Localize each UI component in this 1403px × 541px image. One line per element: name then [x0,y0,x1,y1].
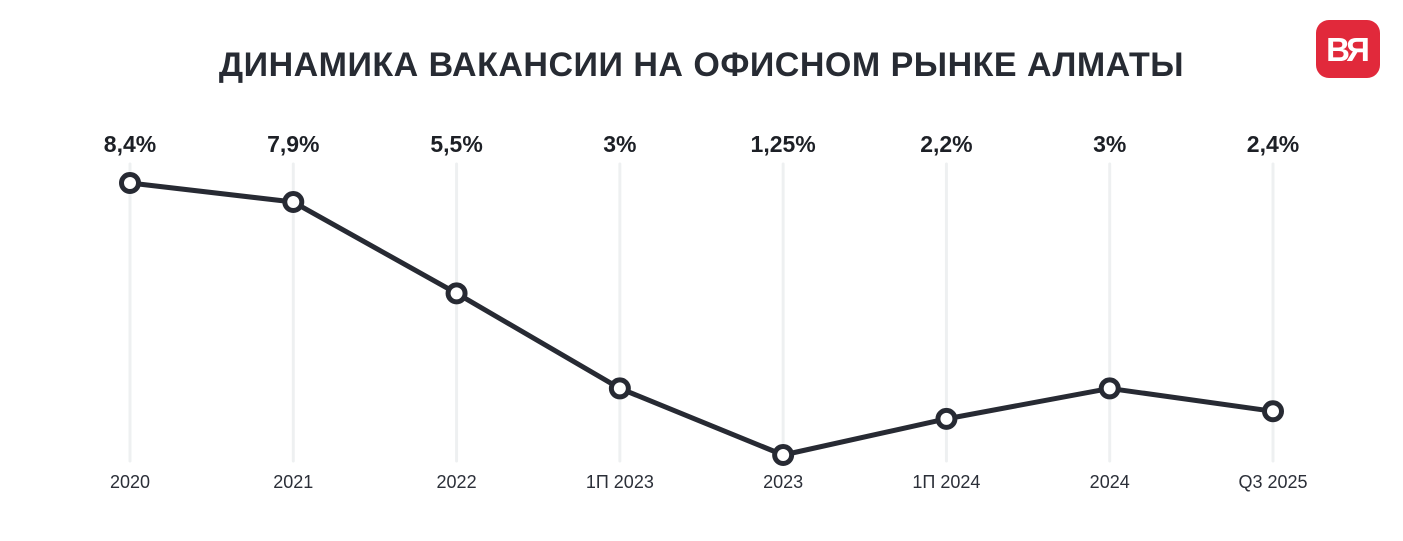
x-axis-label: 2022 [436,472,477,492]
brand-logo: B R [1316,20,1380,78]
data-point-marker [1098,377,1121,400]
x-axis-label: 2023 [763,472,804,492]
logo-letter-b: B [1326,30,1350,68]
value-label: 2,2% [920,131,973,157]
value-label: 2,4% [1246,131,1300,157]
data-point-marker [608,377,631,400]
x-axis-label: 2024 [1089,472,1130,492]
trend-line [127,180,1276,458]
chart-title: ДИНАМИКА ВАКАНСИИ НА ОФИСНОМ РЫНКЕ АЛМАТ… [218,46,1185,84]
x-axis-label: 2021 [273,472,314,492]
data-point-marker [935,407,958,430]
data-point-marker [445,282,468,305]
x-axis-label: 1П 2023 [585,472,654,492]
value-label: 8,4% [103,131,157,157]
value-label: 3% [1093,131,1127,157]
value-label: 1,25% [750,131,816,157]
value-label: 7,9% [267,131,320,157]
data-point-marker [772,444,795,466]
x-axis-label: 1П 2024 [912,472,981,492]
value-label: 3% [603,131,637,157]
data-point-marker [119,172,141,194]
value-label: 5,5% [430,131,483,157]
data-point-marker [1262,400,1284,423]
x-axis-label: 2020 [109,472,151,492]
data-point-marker [282,191,305,214]
x-axis-label: Q3 2025 [1238,472,1308,492]
